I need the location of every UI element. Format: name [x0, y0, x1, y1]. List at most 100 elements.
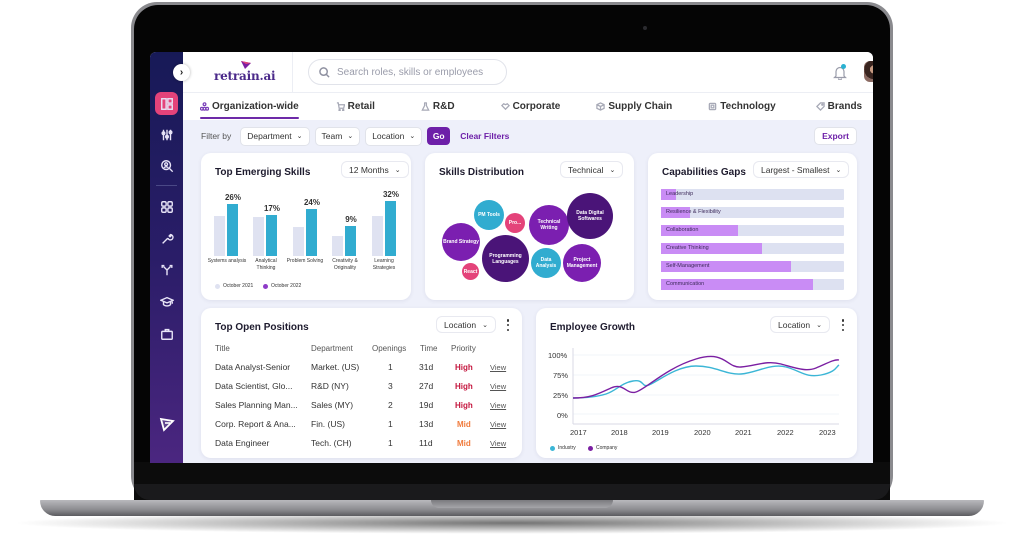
- more-options-icon[interactable]: [841, 319, 845, 331]
- sidebar-item-dashboard[interactable]: [155, 92, 178, 115]
- tab-rnd[interactable]: R&D: [421, 93, 455, 120]
- chevron-down-icon: ⌄: [347, 133, 354, 140]
- bubble-technical-writing[interactable]: Technical Writing: [529, 205, 569, 245]
- tab-label: R&D: [432, 101, 455, 112]
- hinge: [134, 484, 890, 500]
- gap-label: Self-Management: [666, 263, 710, 269]
- bar-category-label: Systems analysis: [207, 258, 247, 264]
- emerging-skills-bar-chart: 26% 17% 24% 9% 32%: [214, 190, 404, 256]
- notification-dot: [841, 64, 846, 69]
- legend-swatch: [215, 283, 220, 289]
- cell-department: Market. (US): [311, 362, 360, 372]
- view-link[interactable]: View: [490, 362, 507, 372]
- svg-text:2023: 2023: [819, 428, 836, 437]
- bar-2022: [306, 209, 317, 256]
- export-button[interactable]: Export: [814, 127, 857, 145]
- sidebar-item-sliders[interactable]: [155, 123, 178, 146]
- grid-lines: [573, 354, 839, 415]
- bar-group: 24%: [293, 193, 320, 256]
- bubble-pm-tools[interactable]: PM Tools: [474, 200, 504, 230]
- bubble-data-digital-softwares[interactable]: Data Digital Softwares: [567, 193, 613, 239]
- svg-text:100%: 100%: [548, 351, 568, 360]
- go-button[interactable]: Go: [427, 127, 451, 145]
- chevron-down-icon: ⌄: [482, 321, 489, 329]
- card-title: Top Emerging Skills: [215, 167, 311, 178]
- app-logo[interactable]: retrain.ai: [214, 69, 276, 83]
- retrain-logo-icon: [159, 417, 175, 432]
- location-dropdown[interactable]: Location ⌄: [436, 316, 497, 333]
- category-tabs: Organization-wide Retail R&D Corporate S…: [183, 93, 873, 120]
- tab-label: Technology: [720, 101, 776, 112]
- team-dropdown[interactable]: Team ⌄: [314, 126, 361, 146]
- cell-department: Tech. (CH): [311, 438, 352, 448]
- legend-swatch: [263, 283, 268, 289]
- bubble-pro[interactable]: Pro...: [505, 213, 525, 233]
- wrench-icon: [161, 233, 174, 244]
- org-icon: [200, 102, 209, 111]
- search-bar[interactable]: [308, 59, 507, 85]
- location-dropdown[interactable]: Location ⌄: [365, 126, 423, 146]
- view-link[interactable]: View: [490, 419, 507, 429]
- search-input[interactable]: [337, 66, 497, 78]
- bubble-programming-languages[interactable]: Programming Languages: [482, 235, 529, 282]
- priority-badge: Mid: [457, 419, 471, 429]
- sidebar-divider: [156, 185, 177, 186]
- sort-dropdown[interactable]: Largest - Smallest ⌄: [753, 161, 850, 178]
- sidebar-item-people-search[interactable]: [155, 154, 178, 177]
- sliders-icon: [160, 129, 173, 140]
- card-title: Capabilities Gaps: [662, 167, 746, 178]
- tab-technology[interactable]: Technology: [708, 93, 776, 120]
- legend-label: October 2021: [223, 283, 254, 289]
- svg-text:25%: 25%: [553, 391, 568, 400]
- more-options-icon[interactable]: [506, 319, 510, 331]
- cell-title: Data Engineer: [215, 438, 270, 448]
- tab-organization-wide[interactable]: Organization-wide: [200, 93, 299, 120]
- app-screen: › retrain.ai ⌄: [150, 52, 873, 463]
- gap-fill: [661, 207, 691, 218]
- x-tick-labels: 2017 2018 2019 2020 2021 2022 2023: [570, 428, 836, 437]
- legend-swatch: [588, 445, 593, 451]
- location-dropdown[interactable]: Location ⌄: [770, 316, 831, 333]
- bar-2021: [332, 236, 343, 256]
- laptop-notch: [431, 500, 613, 508]
- sidebar-item-tools[interactable]: [155, 227, 178, 250]
- cart-icon: [336, 102, 345, 111]
- dashboard-icon: [160, 97, 173, 110]
- bar-value: 24%: [303, 198, 320, 207]
- tab-corporate[interactable]: Corporate: [500, 93, 560, 120]
- camera: [643, 26, 647, 30]
- tab-supply-chain[interactable]: Supply Chain: [596, 93, 672, 120]
- sidebar-collapse-toggle[interactable]: ›: [173, 64, 190, 81]
- column-header: Time: [420, 343, 438, 353]
- department-dropdown[interactable]: Department ⌄: [240, 126, 310, 146]
- column-header: Openings: [372, 343, 407, 353]
- view-link[interactable]: View: [490, 381, 507, 391]
- column-header: Title: [215, 343, 230, 353]
- sidebar-logo[interactable]: [155, 412, 178, 435]
- dropdown-value: Department: [247, 131, 292, 141]
- clear-filters-link[interactable]: Clear Filters: [460, 131, 510, 141]
- cell-title: Data Scientist, Glo...: [215, 381, 293, 391]
- view-link[interactable]: View: [490, 438, 507, 448]
- bar-category-label: Learning Strategies: [372, 258, 396, 271]
- laptop-shadow: [10, 512, 1014, 534]
- view-link[interactable]: View: [490, 400, 507, 410]
- bubble-brand-strategy[interactable]: Brand Strategy: [442, 223, 480, 261]
- top-emerging-skills-card: Top Emerging Skills 12 Months ⌄ 26% 17% 2…: [201, 153, 411, 300]
- skill-type-dropdown[interactable]: Technical ⌄: [560, 161, 624, 178]
- period-dropdown[interactable]: 12 Months ⌄: [341, 161, 409, 178]
- sidebar-item-career-paths[interactable]: [155, 258, 178, 281]
- sidebar-item-jobs[interactable]: [155, 322, 178, 345]
- sidebar-item-learning[interactable]: [155, 290, 178, 313]
- tab-retail[interactable]: Retail: [336, 93, 375, 120]
- user-avatar[interactable]: [864, 61, 873, 82]
- user-search-icon: [160, 159, 173, 172]
- bubble-react[interactable]: React: [462, 263, 479, 280]
- bubble-data-analysis[interactable]: Data Analysis: [531, 248, 561, 278]
- cell-openings: 1: [388, 362, 393, 372]
- tab-brands[interactable]: Brands: [815, 93, 862, 120]
- chevron-down-icon: ⌄: [394, 166, 401, 174]
- cell-time: 31d: [419, 362, 434, 372]
- bubble-project-management[interactable]: Project Management: [563, 244, 601, 282]
- sidebar-item-apps[interactable]: [155, 195, 178, 218]
